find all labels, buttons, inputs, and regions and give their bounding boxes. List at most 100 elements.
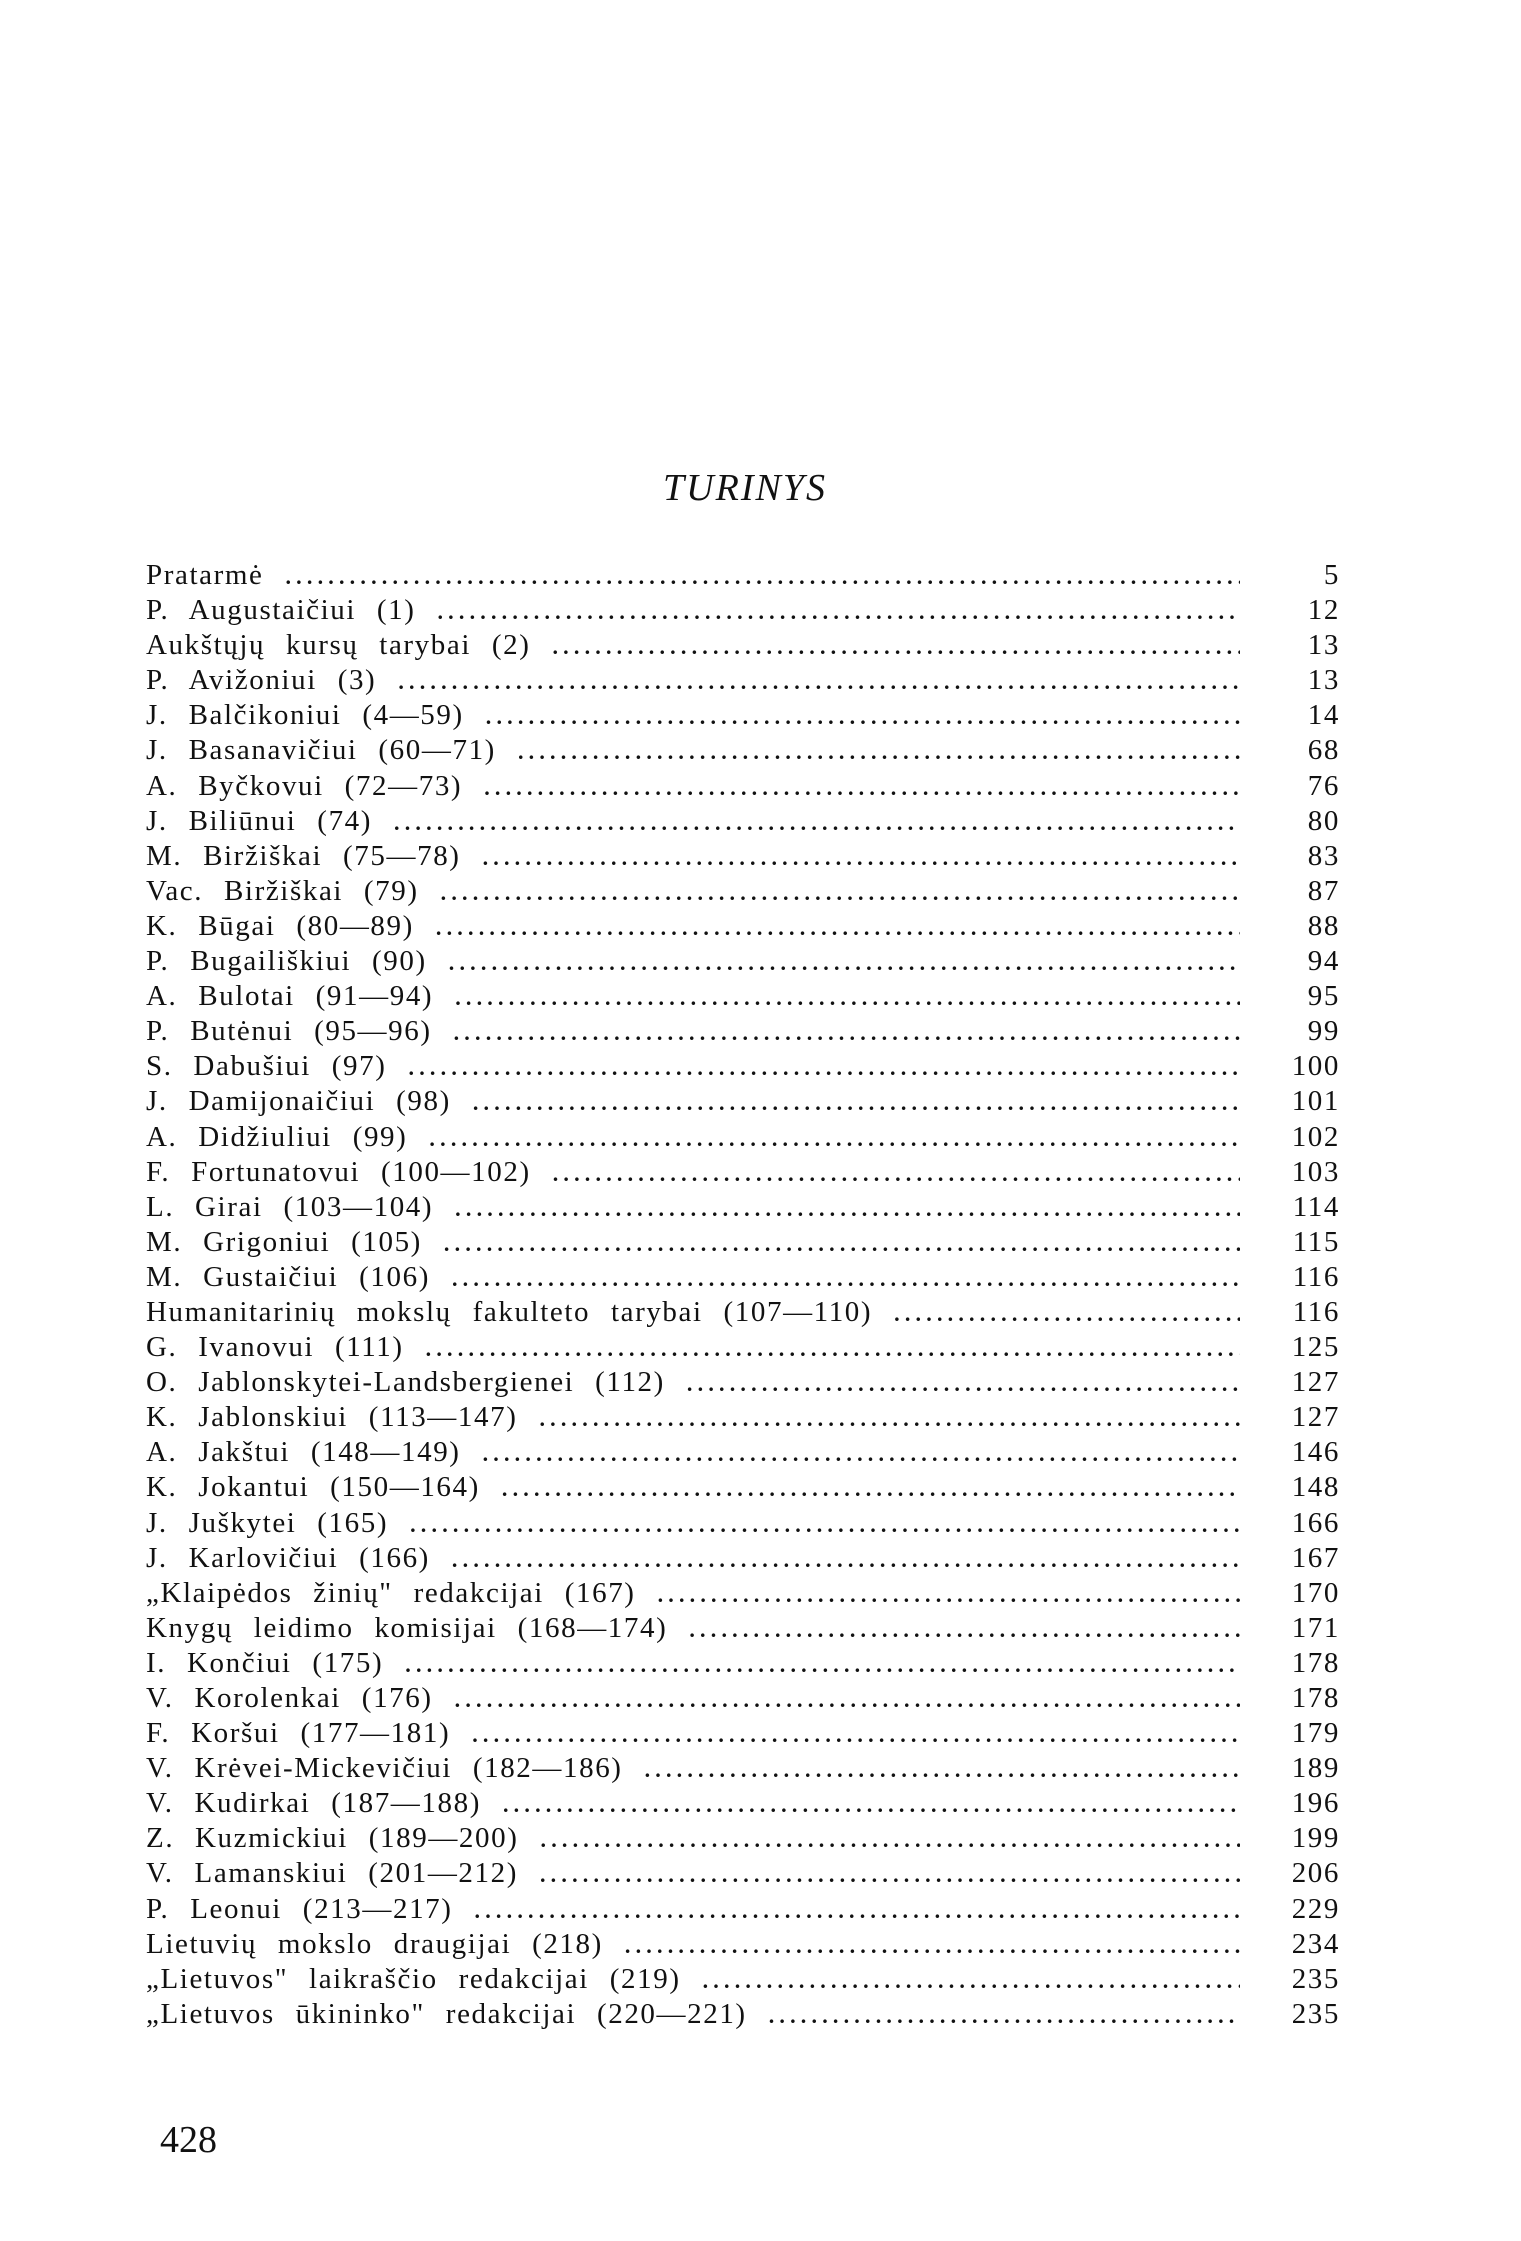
toc-entry-page: 170 <box>1291 1576 1340 1609</box>
toc-entry-page: 80 <box>1307 804 1340 837</box>
toc-entry-label: A. Bulotai (91—94) <box>146 980 434 1013</box>
toc-entry-page: 116 <box>1292 1295 1340 1328</box>
toc-entry-page: 68 <box>1307 734 1340 767</box>
toc-entry-page: 146 <box>1291 1436 1340 1469</box>
toc-entry-label: Pratarmė <box>146 559 264 591</box>
dot-leader: ........................................… <box>482 1441 1240 1467</box>
dot-leader: ........................................… <box>472 1722 1240 1748</box>
toc-entry-page: 229 <box>1291 1892 1340 1925</box>
toc-entry: G. Ivanovui (111).......................… <box>146 1330 1340 1365</box>
toc-entry-label: V. Lamanskiui (201—212) <box>146 1857 518 1890</box>
toc-entry-page: 76 <box>1307 769 1340 802</box>
dot-leader: ........................................… <box>405 1651 1240 1677</box>
toc-entry-label: V. Krėvei-Mickevičiui (182—186) <box>146 1752 623 1785</box>
toc-entry: V. Kudirkai (187—188)...................… <box>146 1786 1340 1821</box>
toc-entry: O. Jablonskytei-Landsbergienei (112)....… <box>146 1365 1340 1400</box>
toc-entry-label: Knygų leidimo komisijai (168—174) <box>146 1611 668 1644</box>
toc-entry: J. Biliūnui (74)........................… <box>146 804 1340 839</box>
toc-entry-label: Z. Kuzmickiui (189—200) <box>146 1822 519 1855</box>
dot-leader: ........................................… <box>440 879 1240 905</box>
toc-entry-label: Aukštųjų kursų tarybai (2) <box>146 629 531 662</box>
toc-entry-label: P. Butėnui (95—96) <box>146 1015 432 1048</box>
toc-entry-page: 5 <box>1323 559 1340 591</box>
toc-entry-label: P. Augustaičiui (1) <box>146 594 416 627</box>
toc-entry-page: 166 <box>1291 1506 1340 1539</box>
toc-entry: A. Jakštui (148—149)....................… <box>146 1435 1340 1470</box>
dot-leader: ........................................… <box>437 599 1240 625</box>
toc-entry-page: 189 <box>1291 1752 1340 1785</box>
toc-entry: J. Damijonaičiui (98)...................… <box>146 1084 1340 1119</box>
toc-entry-label: „Lietuvos ūkininko" redakcijai (220—221) <box>146 1997 747 2030</box>
toc-entry: I. Končiui (175)........................… <box>146 1646 1340 1681</box>
toc-entry-label: K. Būgai (80—89) <box>146 909 414 942</box>
toc-entry-label: „Klaipėdos žinių" redakcijai (167) <box>146 1576 636 1609</box>
dot-leader: ........................................… <box>501 1476 1240 1502</box>
table-of-contents: Pratarmė................................… <box>146 558 1340 2032</box>
toc-entry: M. Biržiškai (75—78)....................… <box>146 839 1340 874</box>
toc-entry-label: P. Leonui (213—217) <box>146 1892 453 1925</box>
toc-entry-label: V. Kudirkai (187—188) <box>146 1787 481 1820</box>
dot-leader: ........................................… <box>443 1230 1240 1256</box>
toc-entry-label: P. Bugailiškiui (90) <box>146 945 427 978</box>
dot-leader: ........................................… <box>408 1055 1240 1081</box>
toc-entry: K. Būgai (80—89)........................… <box>146 909 1340 944</box>
toc-entry: J. Basanavičiui (60—71).................… <box>146 733 1340 768</box>
dot-leader: ........................................… <box>429 1125 1240 1151</box>
toc-entry: Aukštųjų kursų tarybai (2)..............… <box>146 628 1340 663</box>
toc-entry-label: F. Fortunatovui (100—102) <box>146 1155 531 1188</box>
toc-entry-label: J. Biliūnui (74) <box>146 804 373 837</box>
toc-entry-label: K. Jokantui (150—164) <box>146 1471 480 1504</box>
toc-entry-page: 115 <box>1292 1225 1340 1258</box>
toc-entry-label: O. Jablonskytei-Landsbergienei (112) <box>146 1366 665 1399</box>
toc-entry-label: J. Damijonaičiui (98) <box>146 1085 451 1118</box>
toc-entry-label: A. Byčkovui (72—73) <box>146 769 463 802</box>
page-title: TURINYS <box>663 467 827 509</box>
toc-entry-label: M. Gustaičiui (106) <box>146 1260 430 1293</box>
toc-entry: „Lietuvos" laikraščio redakcijai (219)..… <box>146 1962 1340 1997</box>
dot-leader: ........................................… <box>398 669 1240 695</box>
toc-entry-page: 125 <box>1291 1331 1340 1364</box>
dot-leader: ........................................… <box>410 1511 1240 1537</box>
toc-entry-label: S. Dabušiui (97) <box>146 1050 387 1083</box>
dot-leader: ........................................… <box>448 950 1240 976</box>
dot-leader: ........................................… <box>425 1336 1240 1362</box>
toc-entry: F. Koršui (177—181).....................… <box>146 1716 1340 1751</box>
toc-entry-page: 171 <box>1291 1611 1340 1644</box>
toc-entry-label: L. Girai (103—104) <box>146 1190 434 1223</box>
toc-entry-page: 235 <box>1291 1962 1340 1995</box>
toc-entry: Lietuvių mokslo draugijai (218).........… <box>146 1927 1340 1962</box>
toc-entry-page: 13 <box>1307 629 1340 662</box>
toc-entry: P. Leonui (213—217).....................… <box>146 1892 1340 1927</box>
toc-entry-label: G. Ivanovui (111) <box>146 1331 404 1364</box>
toc-entry: S. Dabušiui (97)........................… <box>146 1049 1340 1084</box>
toc-entry-page: 196 <box>1291 1787 1340 1820</box>
dot-leader: ........................................… <box>451 1546 1240 1572</box>
toc-entry: L. Girai (103—104)......................… <box>146 1190 1340 1225</box>
toc-entry-page: 102 <box>1291 1120 1340 1153</box>
dot-leader: ........................................… <box>474 1897 1240 1923</box>
toc-entry-page: 101 <box>1291 1085 1340 1118</box>
dot-leader: ........................................… <box>455 985 1240 1011</box>
toc-entry: Z. Kuzmickiui (189—200).................… <box>146 1821 1340 1856</box>
dot-leader: ........................................… <box>517 739 1240 765</box>
dot-leader: ........................................… <box>455 1195 1240 1221</box>
toc-entry-label: V. Korolenkai (176) <box>146 1682 433 1714</box>
toc-entry-page: 103 <box>1291 1155 1340 1188</box>
toc-entry-page: 179 <box>1291 1717 1340 1750</box>
toc-entry-page: 178 <box>1291 1682 1340 1714</box>
dot-leader: ........................................… <box>484 774 1240 800</box>
toc-entry-page: 206 <box>1291 1857 1340 1890</box>
toc-entry: V. Korolenkai (176).....................… <box>146 1681 1340 1716</box>
toc-entry-label: K. Jablonskiui (113—147) <box>146 1401 518 1434</box>
toc-entry-label: F. Koršui (177—181) <box>146 1717 451 1750</box>
dot-leader: ........................................… <box>394 809 1240 835</box>
toc-entry-label: Lietuvių mokslo draugijai (218) <box>146 1927 603 1960</box>
toc-entry-label: P. Avižoniui (3) <box>146 664 377 697</box>
dot-leader: ........................................… <box>644 1757 1240 1783</box>
toc-entry-page: 114 <box>1292 1190 1340 1223</box>
dot-leader: ........................................… <box>482 844 1240 870</box>
dot-leader: ........................................… <box>451 1265 1240 1291</box>
toc-entry: P. Butėnui (95—96)......................… <box>146 1014 1340 1049</box>
toc-entry-label: J. Karlovičiui (166) <box>146 1541 430 1574</box>
toc-entry-label: I. Končiui (175) <box>146 1646 384 1679</box>
